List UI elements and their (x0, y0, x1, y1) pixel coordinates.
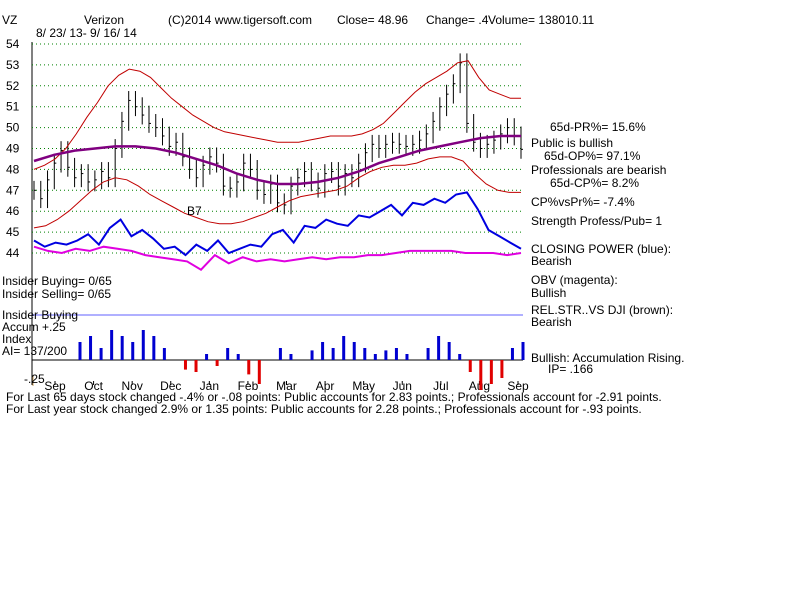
ticker-symbol: VZ (2, 13, 18, 27)
x-month-label: Jul (433, 379, 448, 393)
x-month-label: Apr (316, 379, 335, 393)
obv-state: Bullish (531, 286, 567, 300)
op-text: 65d-OP%= 97.1% (544, 149, 641, 163)
insider-selling-text: Insider Selling= 0/65 (2, 287, 112, 301)
relstr-state: Bearish (531, 315, 572, 329)
close-value: Close= 48.96 (337, 13, 409, 27)
footer-line-1: For Last 65 days stock changed -.4% or -… (6, 390, 662, 404)
date-range: 8/ 23/ 13- 9/ 16/ 14 (36, 26, 137, 40)
accum-label: Accum +.25 (2, 320, 66, 334)
company-name: Verizon (84, 13, 125, 27)
relstr-text: REL.STR..VS DJI (brown): (531, 303, 674, 317)
prof-bearish-text: Professionals are bearish (531, 163, 667, 177)
pr-text: 65d-PR%= 15.6% (550, 120, 646, 134)
cpvspr-text: CP%vsPr%= -7.4% (531, 195, 635, 209)
ai-label: AI= 137/200 (2, 344, 68, 358)
y-tick-label: 52 (6, 79, 20, 93)
public-bullish-text: Public is bullish (531, 136, 614, 150)
x-month-label: Mar (276, 379, 297, 393)
lower-band-line (33, 156, 521, 229)
x-month-label: Dec (160, 379, 181, 393)
index-label: Index (2, 332, 32, 346)
x-month-label: Sep (507, 379, 529, 393)
copyright: (C)2014 www.tigersoft.com (168, 13, 313, 27)
upper-band-line (33, 60, 521, 170)
x-month-label: Nov (121, 379, 142, 393)
moving-average-line (33, 134, 521, 186)
y-tick-label: 50 (6, 121, 20, 135)
x-month-label: May (352, 379, 375, 393)
ip-text: IP= .166 (548, 362, 594, 376)
y-tick-label: 47 (6, 183, 20, 197)
b7-annotation: B7 (187, 204, 202, 218)
y-tick-label: 54 (6, 37, 20, 51)
insider-buying-text: Insider Buying= 0/65 (2, 274, 112, 288)
neg25-label: -.25 (24, 372, 45, 386)
closing-power-line (33, 191, 522, 257)
y-tick-label: 49 (6, 142, 20, 156)
change-value: Change= .4 (426, 13, 489, 27)
x-month-label: Jan (200, 379, 219, 393)
y-tick-label: 53 (6, 58, 20, 72)
obv-line (33, 245, 522, 271)
x-month-label: Feb (238, 379, 259, 393)
volume-value: Volume= 138010.11 (488, 13, 595, 27)
closing-power-state: Bearish (531, 254, 572, 268)
obv-text: OBV (magenta): (531, 273, 618, 287)
accum-text: Bullish: Accumulation Rising. (531, 351, 685, 365)
x-month-label: Sep (44, 379, 66, 393)
closing-power-text: CLOSING POWER (blue): (531, 242, 672, 256)
x-month-label: Jun (393, 379, 412, 393)
y-tick-label: 45 (6, 225, 20, 239)
cp-text: 65d-CP%= 8.2% (550, 176, 640, 190)
strength-text: Strength Profess/Pub= 1 (531, 214, 663, 228)
footer-line-2: For Last year stock changed 2.9% or 1.35… (6, 402, 642, 416)
insider-buying-label: Insider Buying (2, 308, 79, 322)
y-tick-label: 51 (6, 100, 20, 114)
y-tick-label: 46 (6, 204, 20, 218)
y-tick-label: 44 (6, 246, 20, 260)
y-tick-label: 48 (6, 162, 20, 176)
x-month-label: Oct (84, 379, 103, 393)
